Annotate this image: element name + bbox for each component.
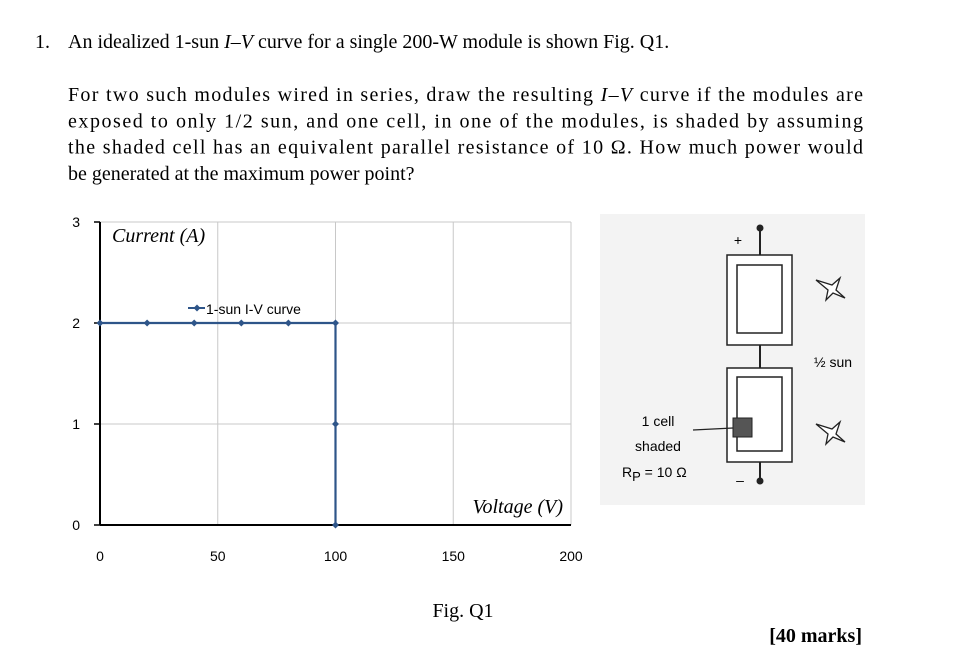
figure-caption: Fig. Q1 <box>432 600 493 622</box>
terminal <box>756 477 764 485</box>
resistance-subscript: P <box>632 469 641 484</box>
text-run: curve for a single 200-W module is shown… <box>253 31 669 53</box>
question-number: 1. <box>35 31 50 53</box>
point <box>143 319 151 327</box>
text-run: curve if the modules are <box>633 84 863 106</box>
series-line <box>100 321 337 525</box>
y-tick-label: 3 <box>72 214 80 230</box>
text-run: be generated at the maximum power point? <box>68 163 415 185</box>
module-diagram <box>692 224 846 485</box>
point <box>332 319 339 327</box>
text-run: the shaded cell has an equivalent parall… <box>68 137 863 159</box>
module <box>726 367 793 463</box>
y-tick-label: 1 <box>72 416 80 432</box>
point <box>332 521 339 529</box>
positive-label: + <box>734 232 742 248</box>
marks: [40 marks] <box>769 625 862 647</box>
text-run: I–V <box>223 31 256 53</box>
shaded-cell <box>732 417 753 438</box>
x-tick-label: 50 <box>210 548 226 564</box>
resistance-label: RP = 10 Ω <box>622 464 687 484</box>
y-tick-label: 2 <box>72 315 80 331</box>
module <box>726 254 793 346</box>
resistance-value: = 10 Ω <box>641 464 687 480</box>
shaded-label: shaded <box>635 438 681 454</box>
point <box>237 319 245 327</box>
point <box>284 319 292 327</box>
sun-label: ½ sun <box>814 354 852 370</box>
legend-marker <box>193 304 201 312</box>
text-run: exposed to only 1/2 sun, and one cell, i… <box>68 110 863 132</box>
module-inner <box>736 264 783 334</box>
text-line: exposed to only 1/2 sun, and one cell, i… <box>68 110 863 132</box>
point <box>190 319 198 327</box>
point <box>96 319 104 327</box>
y-tick-label: 0 <box>72 517 80 533</box>
text-line: be generated at the maximum power point? <box>68 163 415 185</box>
terminal <box>756 224 764 232</box>
resistance-symbol: R <box>622 464 632 480</box>
shaded-label: 1 cell <box>642 413 675 429</box>
x-tick-label: 100 <box>324 548 348 564</box>
x-axis-label: Voltage (V) <box>472 496 563 518</box>
pointer <box>692 427 734 431</box>
x-tick-label: 0 <box>96 548 104 564</box>
sun-icon <box>815 419 846 446</box>
sun-icon <box>815 275 846 302</box>
text-line: For two such modules wired in series, dr… <box>68 84 863 106</box>
x-tick-label: 200 <box>559 548 583 564</box>
legend-label: 1-sun I-V curve <box>206 301 301 317</box>
y-axis-label: Current (A) <box>112 225 205 247</box>
negative-label: – <box>736 472 744 488</box>
text-run: I–V <box>600 84 635 106</box>
text-line: An idealized 1-sun I–V curve for a singl… <box>68 31 669 53</box>
point <box>332 420 339 428</box>
x-tick-label: 150 <box>442 548 466 564</box>
text-run: For two such modules wired in series, dr… <box>68 84 599 106</box>
text-run: An idealized 1-sun <box>68 31 224 53</box>
text-line: the shaded cell has an equivalent parall… <box>68 137 863 159</box>
module-inner <box>736 376 783 452</box>
